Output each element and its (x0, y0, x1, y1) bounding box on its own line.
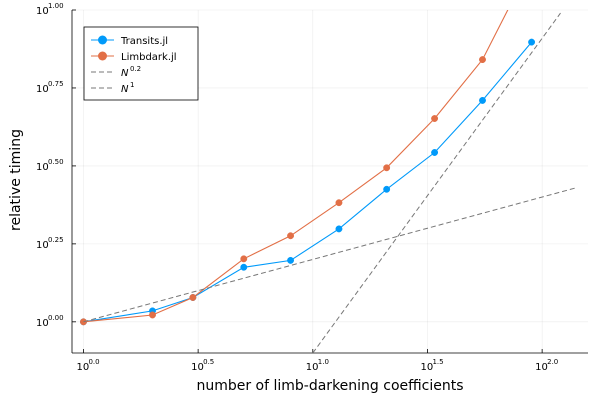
series-1-point-8 (479, 56, 486, 64)
x-tick-label-0: 10 (76, 362, 89, 373)
series-1-point-3 (240, 255, 248, 263)
series-1-line (83, 10, 509, 323)
series-3-line (312, 12, 561, 353)
legend-label-0: Transits.jl (120, 36, 168, 47)
series-0-point-7 (431, 149, 439, 156)
y-tick-label-2: 10 (36, 162, 49, 173)
axes (71, 9, 588, 354)
x-tick-label-4: 10 (535, 362, 548, 373)
series-1-point-0 (80, 318, 87, 326)
x-tick-label-1: 10 (191, 362, 204, 373)
series-1-point-1 (149, 311, 156, 319)
series-1-point-7 (431, 115, 439, 122)
x-tick-label-3: 10 (420, 362, 433, 373)
series-0-line (83, 41, 533, 323)
series-1-point-2 (189, 294, 197, 301)
x-axis-label: number of limb-darkening coefficients (196, 378, 463, 394)
series-0-point-5 (335, 225, 343, 233)
x-tick-exp-0: 0.0 (88, 358, 99, 366)
y-tick-label-1: 10 (36, 240, 49, 251)
legend-label-2: N (121, 68, 129, 79)
x-tick-exp-2: 1.0 (318, 358, 329, 366)
y-tick-exp-2: 0.50 (48, 158, 64, 166)
legend-label-exp-3: 1 (130, 81, 134, 89)
legend-swatch-marker-0 (98, 35, 107, 45)
y-axis-label: relative timing (8, 129, 24, 231)
y-tick-exp-4: 1.00 (48, 2, 64, 10)
legend-label-1: Limbdark.jl (121, 52, 177, 63)
x-tick-label-2: 10 (306, 362, 319, 373)
y-tick-label-3: 10 (36, 84, 49, 95)
y-tick-exp-3: 0.75 (48, 80, 64, 88)
series-0-point-8 (479, 96, 486, 104)
series (80, 10, 577, 353)
series-1-point-4 (287, 232, 295, 240)
series-1-point-6 (383, 164, 391, 172)
y-tick-label-4: 10 (36, 6, 49, 17)
series-0-point-4 (287, 256, 295, 264)
y-tick-label-0: 10 (36, 318, 49, 329)
x-tick-exp-1: 0.5 (203, 358, 214, 366)
series-1-point-5 (335, 199, 343, 207)
legend-label-3: N (121, 84, 129, 95)
x-tick-exp-4: 2.0 (547, 358, 558, 366)
legend-label-exp-2: 0.2 (130, 65, 141, 73)
legend-swatch-marker-1 (98, 51, 107, 61)
series-2-line (83, 187, 577, 323)
series-0-point-6 (383, 185, 391, 193)
series-0-point-9 (528, 38, 536, 46)
x-tick-exp-3: 1.5 (432, 358, 443, 366)
series-0-point-3 (240, 263, 248, 271)
y-tick-exp-1: 0.25 (48, 236, 64, 244)
y-tick-exp-0: 0.00 (48, 314, 64, 322)
